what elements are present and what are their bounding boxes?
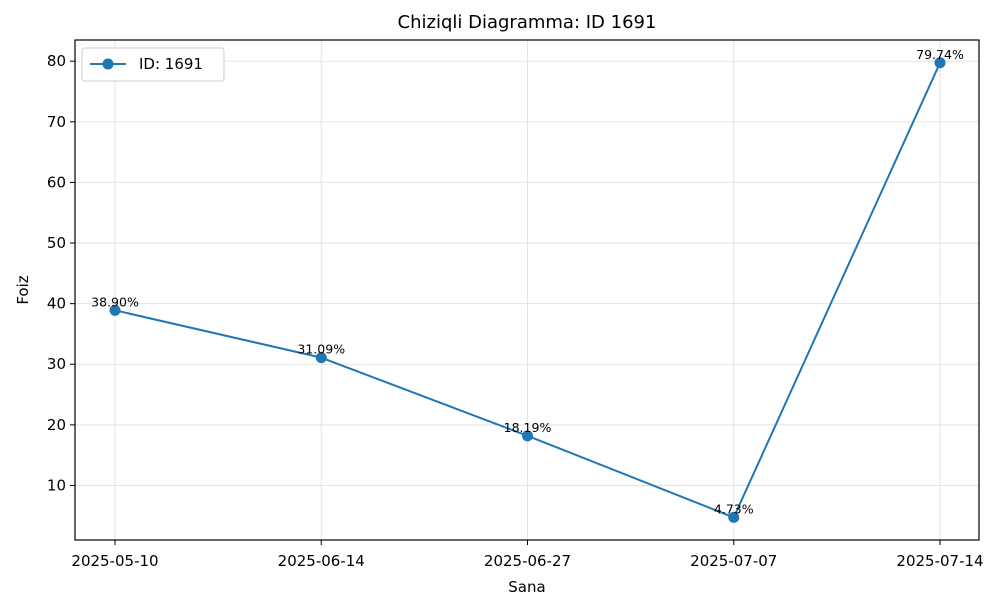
- data-label: 18.19%: [504, 420, 552, 435]
- data-point: [109, 304, 121, 316]
- y-tick-label: 30: [47, 355, 66, 373]
- grid-layer: [75, 40, 979, 540]
- legend-marker-swatch: [102, 58, 114, 70]
- legend-label: ID: 1691: [139, 55, 203, 73]
- x-axis-title: Sana: [508, 578, 545, 596]
- y-tick-label: 10: [47, 476, 66, 494]
- y-axis-title: Foiz: [14, 275, 32, 304]
- data-point: [522, 430, 533, 442]
- data-label: 79.74%: [916, 47, 964, 62]
- x-tick-label: 2025-06-27: [484, 552, 571, 570]
- y-tick-label: 40: [47, 295, 66, 313]
- x-tick-label: 2025-06-14: [278, 552, 365, 570]
- chart-title: Chiziqli Diagramma: ID 1691: [398, 12, 657, 33]
- data-point: [728, 511, 740, 523]
- y-tick-label: 80: [47, 52, 66, 70]
- data-point: [315, 352, 327, 364]
- y-tick-label: 50: [47, 234, 66, 252]
- legend: ID: 1691: [81, 47, 225, 82]
- series-layer: 38.90% 31.09% 18.19% 4.73% 79.74%: [91, 47, 964, 523]
- x-tick-label: 2025-07-14: [896, 552, 983, 570]
- y-tick-label: 60: [47, 173, 66, 191]
- data-point: [934, 57, 946, 69]
- data-label: 4.73%: [714, 501, 754, 516]
- y-tick-label: 70: [47, 113, 66, 131]
- y-tick-label: 20: [47, 416, 66, 434]
- legend-box: [81, 47, 225, 82]
- data-label: 38.90%: [91, 294, 139, 309]
- data-label: 31.09%: [297, 342, 345, 357]
- x-tick-label: 2025-07-07: [690, 552, 777, 570]
- ticks-layer: 2025-05-10 2025-06-14 2025-06-27 2025-07-07…: [47, 52, 984, 570]
- x-tick-label: 2025-05-10: [71, 552, 158, 570]
